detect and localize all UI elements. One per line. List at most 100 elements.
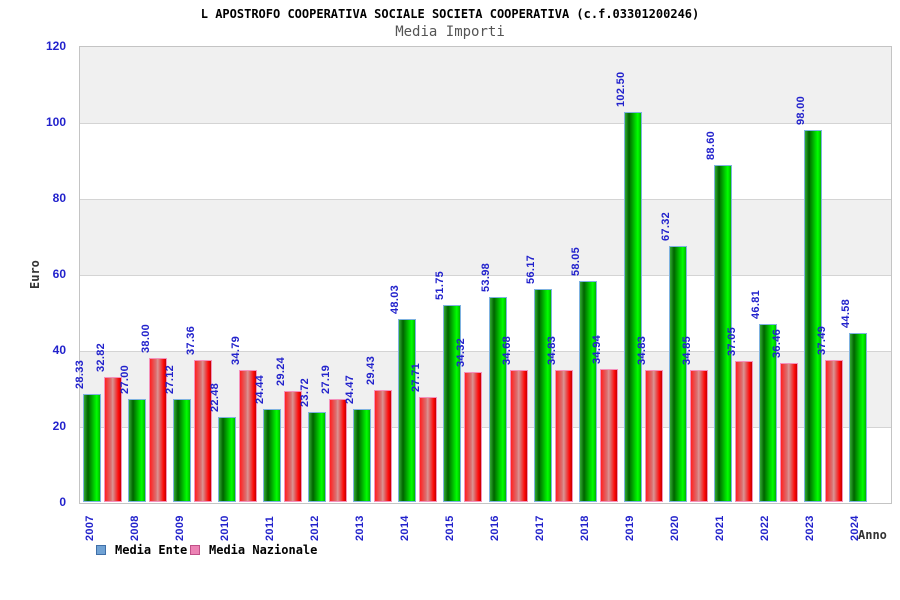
value-label-bar-media-ente-2012: 23.72	[299, 377, 311, 407]
bar-media-ente-2009	[173, 399, 191, 502]
year-label-2015: 2015	[444, 515, 456, 541]
media-nazionale-swatch-icon	[190, 545, 200, 555]
value-label-bar-media-ente-2024: 44.58	[840, 298, 852, 328]
value-label-bar-media-ente-2013: 24.47	[344, 374, 356, 404]
bar-media-nazionale-2012	[329, 399, 347, 502]
value-label-bar-media-ente-2014: 48.03	[389, 284, 401, 314]
bar-media-nazionale-2009	[194, 360, 212, 502]
year-label-2007: 2007	[84, 515, 96, 541]
bar-media-ente-2024	[849, 333, 867, 502]
value-label-bar-media-nazionale-2019: 34.83	[636, 335, 648, 365]
value-label-bar-media-nazionale-2022: 36.46	[771, 328, 783, 358]
gridline	[80, 275, 891, 276]
value-label-bar-media-nazionale-2014: 27.71	[410, 362, 422, 392]
legend-label: Media Nazionale	[209, 543, 318, 557]
value-label-bar-media-ente-2017: 56.17	[525, 254, 537, 284]
year-label-2012: 2012	[309, 515, 321, 541]
bar-media-nazionale-2019	[645, 370, 663, 502]
value-label-bar-media-ente-2019: 102.50	[615, 71, 627, 107]
year-label-2021: 2021	[714, 515, 726, 541]
year-label-2020: 2020	[669, 515, 681, 541]
y-tick-label: 100	[45, 115, 66, 129]
x-axis-title: Anno	[858, 528, 887, 542]
value-label-bar-media-nazionale-2012: 27.19	[320, 364, 332, 394]
bar-media-nazionale-2014	[419, 397, 437, 502]
y-axis-title: Euro	[28, 260, 42, 289]
value-label-bar-media-ente-2018: 58.05	[570, 246, 582, 276]
bar-media-nazionale-2020	[690, 370, 708, 502]
y-tick-label: 0	[59, 495, 66, 509]
chart-title: L APOSTROFO COOPERATIVA SOCIALE SOCIETA …	[200, 7, 700, 21]
legend-label: Media Ente	[115, 543, 188, 557]
bar-media-nazionale-2008	[149, 358, 167, 502]
value-label-bar-media-nazionale-2020: 34.85	[681, 335, 693, 365]
year-label-2011: 2011	[264, 515, 276, 541]
value-label-bar-media-ente-2021: 88.60	[705, 130, 717, 160]
y-tick-label: 120	[45, 39, 66, 53]
bar-media-ente-2013	[353, 409, 371, 502]
gridline	[80, 427, 891, 428]
value-label-bar-media-nazionale-2010: 34.79	[230, 335, 242, 365]
value-label-bar-media-nazionale-2007: 32.82	[95, 342, 107, 372]
plot-area	[79, 46, 892, 504]
bar-media-nazionale-2010	[239, 370, 257, 502]
gridline	[80, 351, 891, 352]
year-label-2023: 2023	[804, 515, 816, 541]
y-tick-label: 20	[52, 419, 66, 433]
bar-media-nazionale-2018	[600, 369, 618, 502]
year-label-2010: 2010	[219, 515, 231, 541]
value-label-bar-media-nazionale-2016: 34.68	[501, 335, 513, 365]
bar-media-nazionale-2011	[284, 391, 302, 502]
bar-media-ente-2017	[534, 289, 552, 502]
bar-media-ente-2007	[83, 394, 101, 502]
year-label-2014: 2014	[399, 515, 411, 541]
chart-subtitle: Media Importi	[395, 24, 505, 40]
bar-media-ente-2014	[398, 319, 416, 502]
bar-media-nazionale-2007	[104, 377, 122, 502]
value-label-bar-media-nazionale-2018: 34.94	[591, 334, 603, 364]
bar-media-ente-2022	[759, 324, 777, 502]
value-label-bar-media-ente-2023: 98.00	[795, 95, 807, 125]
value-label-bar-media-nazionale-2009: 37.36	[185, 325, 197, 355]
bar-media-ente-2019	[624, 112, 642, 502]
bar-media-ente-2018	[579, 281, 597, 502]
year-label-2022: 2022	[759, 515, 771, 541]
gridline	[80, 199, 891, 200]
bar-media-ente-2015	[443, 305, 461, 502]
legend-item-media-nazionale: Media Nazionale	[190, 543, 317, 557]
value-label-bar-media-ente-2016: 53.98	[480, 262, 492, 292]
year-label-2016: 2016	[489, 515, 501, 541]
year-label-2013: 2013	[354, 515, 366, 541]
year-label-2019: 2019	[624, 515, 636, 541]
value-label-bar-media-nazionale-2021: 37.05	[726, 326, 738, 356]
bar-media-nazionale-2017	[555, 370, 573, 502]
value-label-bar-media-nazionale-2013: 29.43	[365, 355, 377, 385]
gridline	[80, 123, 891, 124]
bar-media-ente-2008	[128, 399, 146, 502]
value-label-bar-media-ente-2011: 24.44	[254, 374, 266, 404]
bar-media-ente-2010	[218, 417, 236, 502]
bar-media-nazionale-2016	[510, 370, 528, 502]
year-label-2018: 2018	[579, 515, 591, 541]
value-label-bar-media-nazionale-2011: 29.24	[275, 356, 287, 386]
legend-item-media-ente: Media Ente	[96, 543, 187, 557]
value-label-bar-media-ente-2010: 22.48	[209, 382, 221, 412]
value-label-bar-media-nazionale-2015: 34.32	[455, 337, 467, 367]
value-label-bar-media-ente-2020: 67.32	[660, 211, 672, 241]
bar-media-nazionale-2021	[735, 361, 753, 502]
bar-media-ente-2020	[669, 246, 687, 502]
value-label-bar-media-nazionale-2008: 38.00	[140, 323, 152, 353]
bar-media-nazionale-2022	[780, 363, 798, 502]
value-label-bar-media-ente-2015: 51.75	[434, 270, 446, 300]
y-tick-label: 60	[52, 267, 66, 281]
value-label-bar-media-nazionale-2023: 37.49	[816, 325, 828, 355]
value-label-bar-media-nazionale-2017: 34.83	[546, 335, 558, 365]
year-label-2017: 2017	[534, 515, 546, 541]
value-label-bar-media-ente-2009: 27.12	[164, 364, 176, 394]
bar-media-ente-2021	[714, 165, 732, 502]
bar-media-ente-2012	[308, 412, 326, 502]
y-tick-label: 40	[52, 343, 66, 357]
year-label-2024: 2024	[849, 515, 861, 541]
bar-media-ente-2016	[489, 297, 507, 502]
